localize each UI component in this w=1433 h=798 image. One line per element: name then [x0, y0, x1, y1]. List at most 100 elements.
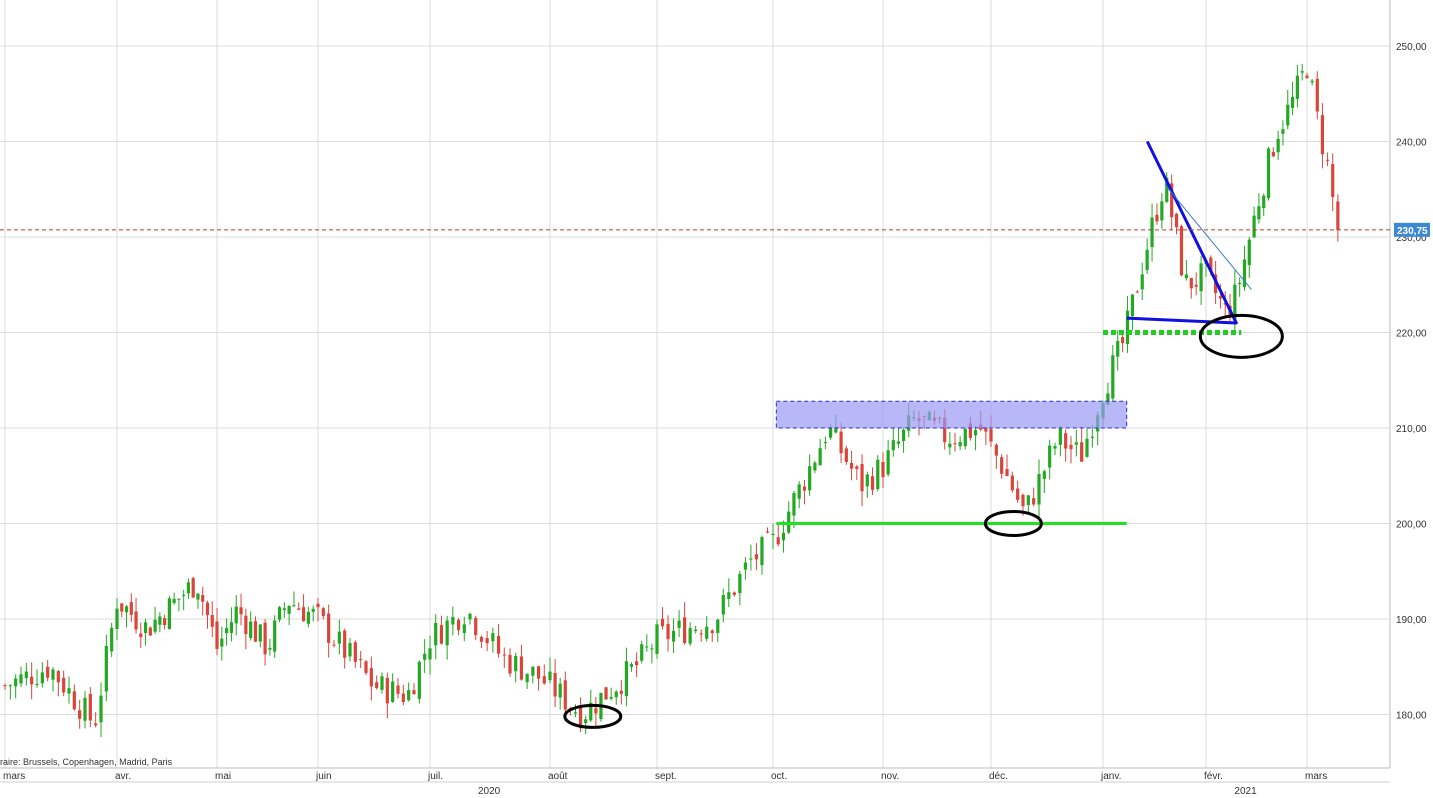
highlight-ellipse[interactable] — [1198, 313, 1284, 359]
candle[interactable] — [655, 619, 659, 659]
candle[interactable] — [1145, 238, 1149, 274]
highlight-ellipse[interactable] — [563, 703, 623, 729]
candle[interactable] — [451, 606, 455, 636]
candle[interactable] — [808, 454, 812, 496]
candle[interactable] — [1125, 296, 1130, 353]
candle[interactable] — [282, 602, 286, 618]
candle[interactable] — [694, 625, 698, 634]
candle[interactable] — [327, 604, 331, 658]
candle[interactable] — [584, 715, 588, 735]
candle[interactable] — [604, 687, 608, 700]
candle[interactable] — [8, 684, 12, 700]
candle[interactable] — [1074, 429, 1078, 457]
candle[interactable] — [1116, 330, 1120, 371]
candle[interactable] — [215, 607, 219, 656]
candle[interactable] — [563, 671, 567, 719]
candle[interactable] — [239, 593, 243, 626]
candle[interactable] — [1130, 294, 1135, 331]
candle[interactable] — [743, 557, 747, 580]
candle[interactable] — [839, 422, 843, 464]
candle[interactable] — [186, 578, 191, 599]
candle[interactable] — [886, 439, 890, 477]
candle[interactable] — [823, 436, 827, 450]
candle[interactable] — [619, 680, 623, 705]
candle[interactable] — [134, 597, 138, 634]
candle[interactable] — [953, 432, 957, 452]
candle[interactable] — [67, 676, 71, 704]
candle[interactable] — [496, 624, 501, 658]
candle[interactable] — [1165, 172, 1169, 204]
candle[interactable] — [273, 615, 277, 658]
candle[interactable] — [1135, 290, 1139, 293]
candle[interactable] — [401, 684, 405, 706]
candle[interactable] — [984, 426, 988, 446]
candle[interactable] — [14, 674, 18, 699]
candle[interactable] — [771, 523, 775, 550]
candle[interactable] — [1064, 429, 1068, 462]
candle[interactable] — [210, 601, 214, 638]
candle[interactable] — [491, 627, 495, 653]
candle[interactable] — [316, 597, 320, 622]
candle[interactable] — [1336, 194, 1340, 242]
candle[interactable] — [781, 520, 786, 553]
candle[interactable] — [1252, 206, 1256, 239]
candle[interactable] — [375, 675, 379, 690]
candle[interactable] — [558, 677, 562, 710]
candle[interactable] — [705, 616, 709, 642]
candle[interactable] — [1242, 245, 1247, 291]
candle[interactable] — [153, 606, 157, 634]
candle[interactable] — [277, 605, 282, 623]
candle[interactable] — [542, 664, 546, 685]
candle[interactable] — [650, 643, 654, 664]
candle[interactable] — [343, 628, 347, 669]
candle[interactable] — [721, 588, 725, 623]
candle[interactable] — [364, 659, 368, 676]
candle[interactable] — [62, 670, 66, 697]
candle[interactable] — [1111, 345, 1115, 402]
candle[interactable] — [640, 640, 644, 664]
candle[interactable] — [760, 535, 764, 575]
triangle-drawing[interactable] — [1126, 140, 1238, 325]
candle[interactable] — [423, 639, 427, 674]
candle[interactable] — [732, 591, 736, 597]
candle[interactable] — [876, 455, 880, 492]
candle[interactable] — [994, 443, 998, 469]
candle[interactable] — [536, 665, 541, 691]
candle[interactable] — [870, 467, 875, 496]
candle[interactable] — [439, 615, 444, 645]
candle[interactable] — [1295, 64, 1299, 108]
candle[interactable] — [348, 637, 352, 662]
candle[interactable] — [1331, 153, 1335, 212]
candle[interactable] — [234, 595, 238, 636]
candle[interactable] — [1048, 439, 1052, 480]
candle[interactable] — [525, 673, 529, 689]
candle[interactable] — [407, 682, 411, 702]
candle[interactable] — [1271, 147, 1275, 158]
candle[interactable] — [35, 669, 39, 688]
candle[interactable] — [258, 623, 262, 648]
candle[interactable] — [738, 570, 742, 606]
candle[interactable] — [901, 428, 906, 453]
candle[interactable] — [163, 614, 167, 630]
candle[interactable] — [229, 607, 234, 642]
candle[interactable] — [177, 598, 181, 612]
candle[interactable] — [244, 608, 248, 650]
trend-thin-line[interactable] — [1164, 184, 1252, 290]
candle[interactable] — [148, 626, 152, 636]
candle[interactable] — [844, 445, 848, 465]
candle[interactable] — [548, 657, 552, 684]
candle[interactable] — [110, 622, 114, 657]
candle[interactable] — [172, 592, 176, 605]
candle[interactable] — [225, 618, 229, 646]
candle[interactable] — [727, 578, 731, 608]
candle[interactable] — [519, 644, 524, 681]
candle[interactable] — [1121, 333, 1125, 353]
candle[interactable] — [391, 673, 395, 703]
candle[interactable] — [1000, 454, 1004, 479]
candle[interactable] — [881, 452, 885, 489]
highlight-ellipse[interactable] — [983, 510, 1043, 537]
candle[interactable] — [624, 647, 629, 707]
candle[interactable] — [645, 634, 649, 652]
candle[interactable] — [1290, 81, 1295, 116]
